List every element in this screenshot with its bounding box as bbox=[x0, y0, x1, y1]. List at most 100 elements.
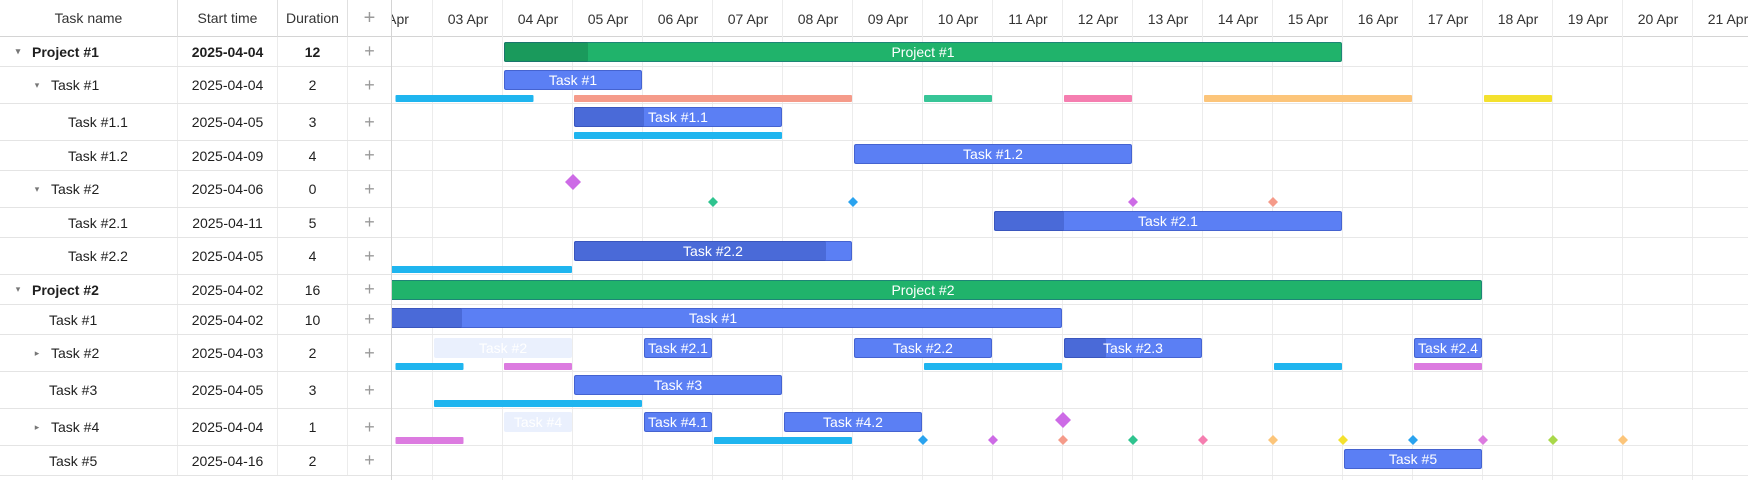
grid-row[interactable]: Task #2.1 2025-04-11 5 + bbox=[0, 208, 391, 238]
milestone-diamond[interactable] bbox=[1408, 435, 1418, 445]
grid-row[interactable]: Task #1 2025-04-02 10 + bbox=[0, 305, 391, 335]
task-name-label: Task #1.2 bbox=[68, 147, 128, 164]
grid-row[interactable]: ▾ Project #1 2025-04-04 12 + bbox=[0, 37, 391, 67]
date-scale-label: 06 Apr bbox=[658, 11, 699, 27]
grid-row[interactable]: ▾ Task #2 2025-04-06 0 + bbox=[0, 171, 391, 208]
milestone-diamond[interactable] bbox=[1058, 435, 1068, 445]
task-bar[interactable] bbox=[434, 338, 572, 358]
task-bar[interactable] bbox=[854, 338, 992, 358]
task-name-cell: Task #1 bbox=[0, 305, 178, 334]
progress-fill bbox=[392, 308, 462, 328]
milestone-diamond[interactable] bbox=[1618, 435, 1628, 445]
bar-label: Task #2 bbox=[479, 340, 527, 356]
task-bar[interactable] bbox=[574, 375, 782, 395]
grid-row[interactable]: Task #5 2025-04-16 2 + bbox=[0, 446, 391, 476]
bar-outline bbox=[854, 338, 992, 358]
bar-outline bbox=[574, 241, 852, 261]
task-bar[interactable] bbox=[644, 412, 712, 432]
milestone-diamond[interactable] bbox=[1128, 197, 1138, 207]
add-subtask-button[interactable]: + bbox=[364, 212, 375, 232]
task-name-cell: Task #5 bbox=[0, 446, 178, 475]
expand-toggle-icon[interactable]: ▸ bbox=[34, 421, 40, 432]
task-bar[interactable] bbox=[1344, 449, 1482, 469]
grid-row[interactable]: ▾ Project #2 2025-04-02 16 + bbox=[0, 275, 391, 305]
milestone-diamond[interactable] bbox=[1128, 435, 1138, 445]
column-header-start-time[interactable]: Start time bbox=[178, 0, 278, 37]
duration-cell: 10 bbox=[278, 305, 348, 334]
milestone-diamond[interactable] bbox=[1268, 197, 1278, 207]
collapse-toggle-icon[interactable]: ▾ bbox=[34, 79, 40, 90]
duration-cell: 1 bbox=[278, 409, 348, 445]
milestone-diamond[interactable] bbox=[708, 197, 718, 207]
duration-cell: 3 bbox=[278, 372, 348, 408]
milestone-diamond[interactable] bbox=[918, 435, 928, 445]
expand-toggle-icon[interactable]: ▸ bbox=[34, 347, 40, 358]
grid-row[interactable]: Task #1.2 2025-04-09 4 + bbox=[0, 141, 391, 171]
milestone-diamond[interactable] bbox=[565, 174, 581, 190]
add-subtask-button[interactable]: + bbox=[364, 450, 375, 470]
task-bar[interactable] bbox=[854, 144, 1132, 164]
add-subtask-button[interactable]: + bbox=[364, 309, 375, 329]
grid-row[interactable]: Task #3 2025-04-05 3 + bbox=[0, 372, 391, 409]
start-time-cell: 2025-04-04 bbox=[178, 409, 278, 445]
task-grid: Task name Start time Duration + ▾ Project… bbox=[0, 0, 392, 480]
bar-outline bbox=[574, 107, 782, 127]
project-bar[interactable] bbox=[392, 280, 1482, 300]
add-subtask-button[interactable]: + bbox=[364, 178, 375, 199]
start-time-cell: 2025-04-06 bbox=[178, 171, 278, 207]
add-subtask-button[interactable]: + bbox=[364, 245, 375, 266]
milestone-diamond[interactable] bbox=[1548, 435, 1558, 445]
grid-row[interactable]: Task #2.2 2025-04-05 4 + bbox=[0, 238, 391, 275]
bar-label: Task #4.1 bbox=[648, 414, 708, 430]
milestone-diamond[interactable] bbox=[848, 197, 858, 207]
grid-row[interactable]: ▸ Task #4 2025-04-04 1 + bbox=[0, 409, 391, 446]
task-name-label: Task #2 bbox=[51, 181, 100, 197]
task-bar[interactable] bbox=[392, 308, 1062, 328]
add-column-header-button[interactable]: + bbox=[348, 0, 391, 37]
add-subtask-button[interactable]: + bbox=[364, 41, 375, 61]
start-time-cell: 2025-04-02 bbox=[178, 305, 278, 334]
milestone-diamond[interactable] bbox=[1268, 435, 1278, 445]
add-subtask-button[interactable]: + bbox=[364, 342, 375, 363]
start-time-cell: 2025-04-03 bbox=[178, 335, 278, 371]
collapse-toggle-icon[interactable]: ▾ bbox=[15, 46, 21, 56]
task-name-label: Project #1 bbox=[32, 43, 99, 60]
grid-row[interactable]: Task #1.1 2025-04-05 3 + bbox=[0, 104, 391, 141]
duration-cell: 5 bbox=[278, 208, 348, 237]
task-bar[interactable] bbox=[504, 412, 572, 432]
milestone-diamond[interactable] bbox=[1478, 435, 1488, 445]
task-bar[interactable] bbox=[504, 70, 642, 90]
collapse-toggle-icon[interactable]: ▾ bbox=[15, 284, 21, 294]
add-subtask-button[interactable]: + bbox=[364, 379, 375, 400]
milestone-diamond[interactable] bbox=[1198, 435, 1208, 445]
gantt-chart: Apr 03 Apr 04 Apr 05 Apr 06 Apr 07 Apr 08 Apr 0… bbox=[392, 0, 1748, 480]
grid-row[interactable]: ▾ Task #1 2025-04-04 2 + bbox=[0, 67, 391, 104]
bar-label: Task #2.1 bbox=[1138, 213, 1198, 229]
milestone-diamond[interactable] bbox=[988, 435, 998, 445]
baseline-bar bbox=[1274, 363, 1342, 370]
task-name-label: Project #2 bbox=[32, 281, 99, 298]
start-time-cell: 2025-04-04 bbox=[178, 37, 278, 66]
add-subtask-button[interactable]: + bbox=[364, 145, 375, 165]
add-subtask-button[interactable]: + bbox=[364, 74, 375, 95]
add-subtask-button[interactable]: + bbox=[364, 279, 375, 299]
grid-row[interactable]: ▸ Task #2 2025-04-03 2 + bbox=[0, 335, 391, 372]
column-header-task-name[interactable]: Task name bbox=[0, 0, 178, 37]
milestone-diamond[interactable] bbox=[1055, 412, 1071, 428]
add-subtask-button[interactable]: + bbox=[364, 111, 375, 132]
progress-fill bbox=[1064, 338, 1106, 358]
column-header-duration[interactable]: Duration bbox=[278, 0, 348, 37]
baseline-bar bbox=[504, 363, 572, 370]
collapse-toggle-icon[interactable]: ▾ bbox=[34, 183, 40, 194]
add-subtask-button[interactable]: + bbox=[364, 416, 375, 437]
task-bar[interactable] bbox=[784, 412, 922, 432]
milestone-diamond[interactable] bbox=[1338, 435, 1348, 445]
bar-label: Task #2.1 bbox=[648, 340, 708, 356]
project-bar[interactable] bbox=[504, 42, 1342, 62]
task-name-cell: ▾ Project #2 bbox=[0, 275, 178, 304]
task-bar[interactable] bbox=[1414, 338, 1482, 358]
task-name-cell: Task #3 bbox=[0, 372, 178, 408]
task-name-cell: ▾ Task #2 bbox=[0, 171, 178, 207]
task-bar[interactable] bbox=[644, 338, 712, 358]
task-bar[interactable] bbox=[994, 211, 1342, 231]
